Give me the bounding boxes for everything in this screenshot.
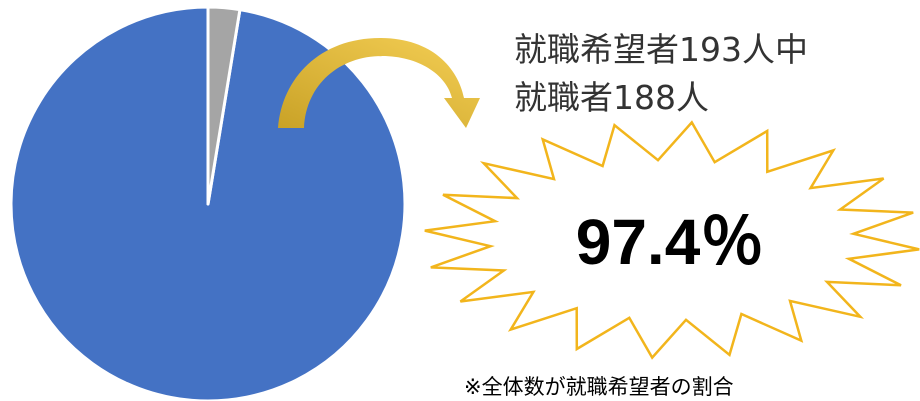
- arrow-shape: [278, 38, 480, 128]
- percentage-value: 97.4％: [575, 206, 765, 278]
- caption-line-1: 就職希望者193人中: [514, 30, 808, 69]
- pie-slice-1: [206, 5, 242, 206]
- footnote: ※全体数が就職希望者の割合: [464, 375, 734, 399]
- caption-line-2: 就職者188人: [514, 78, 709, 117]
- starburst-outline: [424, 120, 920, 360]
